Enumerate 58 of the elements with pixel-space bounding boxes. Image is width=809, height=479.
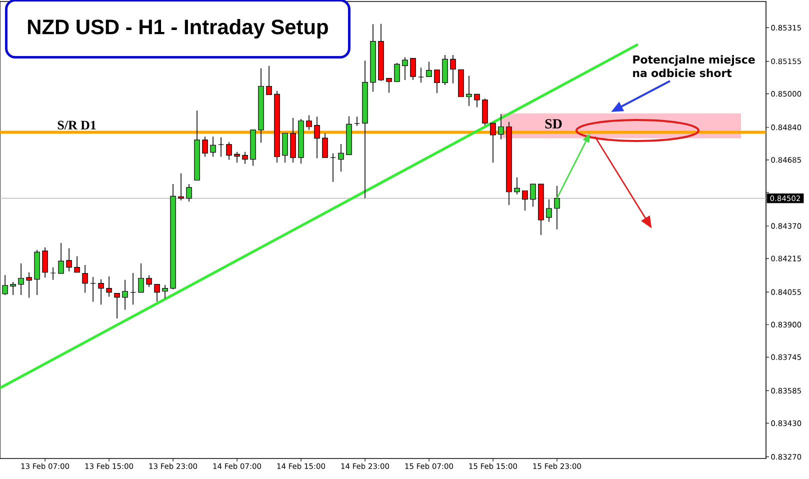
candlestick xyxy=(122,280,128,310)
candlestick xyxy=(26,272,32,298)
ref-line-label: S/R D1 xyxy=(58,120,96,130)
candlestick xyxy=(58,242,64,274)
candlestick xyxy=(434,69,440,94)
candlestick xyxy=(66,248,72,272)
candlestick xyxy=(490,122,496,164)
candlestick xyxy=(186,184,192,202)
candlestick xyxy=(442,54,448,86)
candlestick xyxy=(98,278,104,306)
candlestick xyxy=(498,114,504,140)
candlestick xyxy=(322,132,328,158)
text: NZD USD - H1 - Intraday Setup xyxy=(28,19,328,39)
candlestick xyxy=(522,190,528,212)
candlestick xyxy=(10,282,16,296)
candlestick xyxy=(162,284,168,299)
candlestick xyxy=(482,98,488,126)
candlestick xyxy=(330,152,336,182)
candlestick xyxy=(546,198,552,222)
candlestick xyxy=(154,284,160,302)
candlestick xyxy=(74,256,80,273)
candlestick xyxy=(50,266,56,280)
candlestick xyxy=(130,272,136,306)
candlestick xyxy=(418,67,424,84)
candlestick xyxy=(202,136,208,158)
candlestick xyxy=(282,132,288,164)
candlestick xyxy=(210,136,216,158)
candlestick xyxy=(226,142,232,160)
candlestick xyxy=(234,152,240,164)
candlestick xyxy=(138,262,144,293)
annotation: Potencjalne miejsce na odbicie short xyxy=(633,55,755,78)
candlestick xyxy=(466,75,472,106)
candlestick xyxy=(114,292,120,319)
candlestick xyxy=(106,276,112,298)
candlestick xyxy=(354,116,360,126)
candlestick xyxy=(386,78,392,94)
candlestick xyxy=(82,264,88,294)
candlestick xyxy=(242,152,248,164)
candlestick xyxy=(314,116,320,159)
candlestick xyxy=(338,144,344,172)
candlestick xyxy=(450,54,456,84)
candlestick xyxy=(90,276,96,302)
candlestick xyxy=(178,172,184,201)
candlestick xyxy=(474,94,480,108)
candlestick xyxy=(554,186,560,230)
candlestick xyxy=(146,274,152,288)
candlestick xyxy=(218,136,224,158)
band-label: SD xyxy=(545,119,562,128)
candlestick xyxy=(402,56,408,80)
candlestick xyxy=(306,114,312,130)
candlestick xyxy=(530,184,536,208)
candlestick xyxy=(266,66,272,96)
candlestick xyxy=(426,61,432,77)
candlestick xyxy=(42,247,48,278)
candlestick xyxy=(18,262,24,296)
candlestick xyxy=(514,176,520,195)
candlestick xyxy=(410,58,416,80)
candlestick xyxy=(394,62,400,82)
